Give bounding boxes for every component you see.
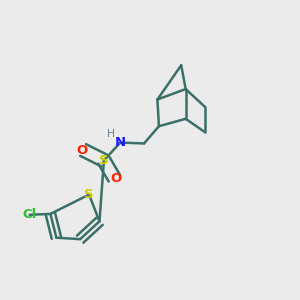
Text: S: S <box>99 154 109 167</box>
Text: Cl: Cl <box>22 208 37 221</box>
Text: S: S <box>84 188 94 201</box>
Text: O: O <box>110 172 122 185</box>
Text: N: N <box>115 136 126 149</box>
Text: H: H <box>107 129 115 139</box>
Text: O: O <box>76 143 87 157</box>
